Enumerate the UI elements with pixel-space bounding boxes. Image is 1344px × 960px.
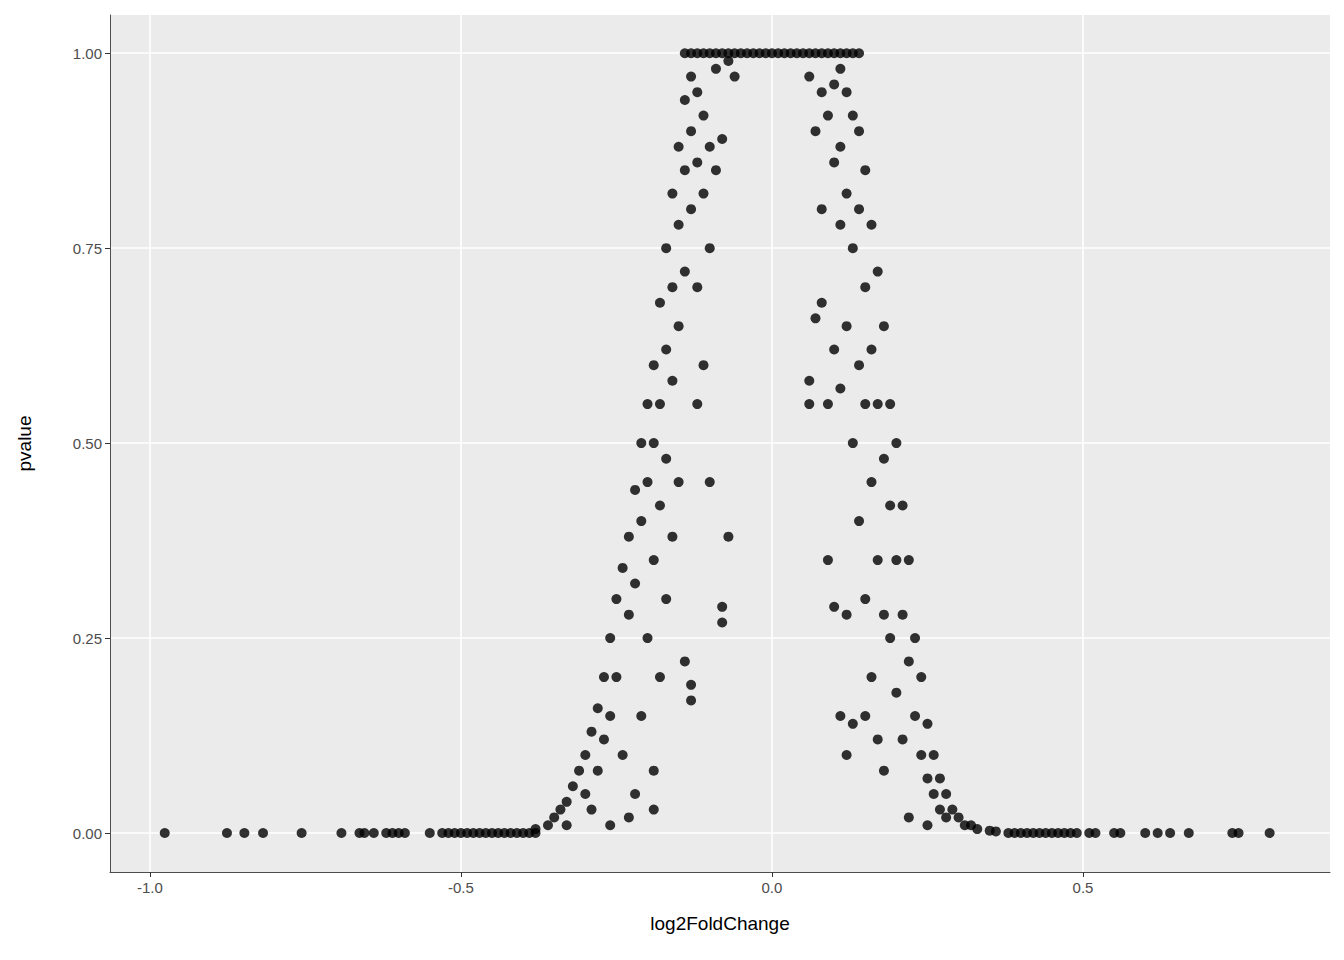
svg-text:log2FoldChange: log2FoldChange (650, 913, 789, 934)
svg-text:0.75: 0.75 (73, 240, 102, 257)
svg-text:0.0: 0.0 (762, 879, 783, 896)
svg-text:0.00: 0.00 (73, 825, 102, 842)
svg-text:1.00: 1.00 (73, 45, 102, 62)
svg-text:-1.0: -1.0 (137, 879, 163, 896)
svg-text:pvalue: pvalue (14, 416, 35, 472)
svg-text:0.25: 0.25 (73, 630, 102, 647)
svg-text:0.5: 0.5 (1073, 879, 1094, 896)
svg-text:0.50: 0.50 (73, 435, 102, 452)
svg-text:-0.5: -0.5 (448, 879, 474, 896)
